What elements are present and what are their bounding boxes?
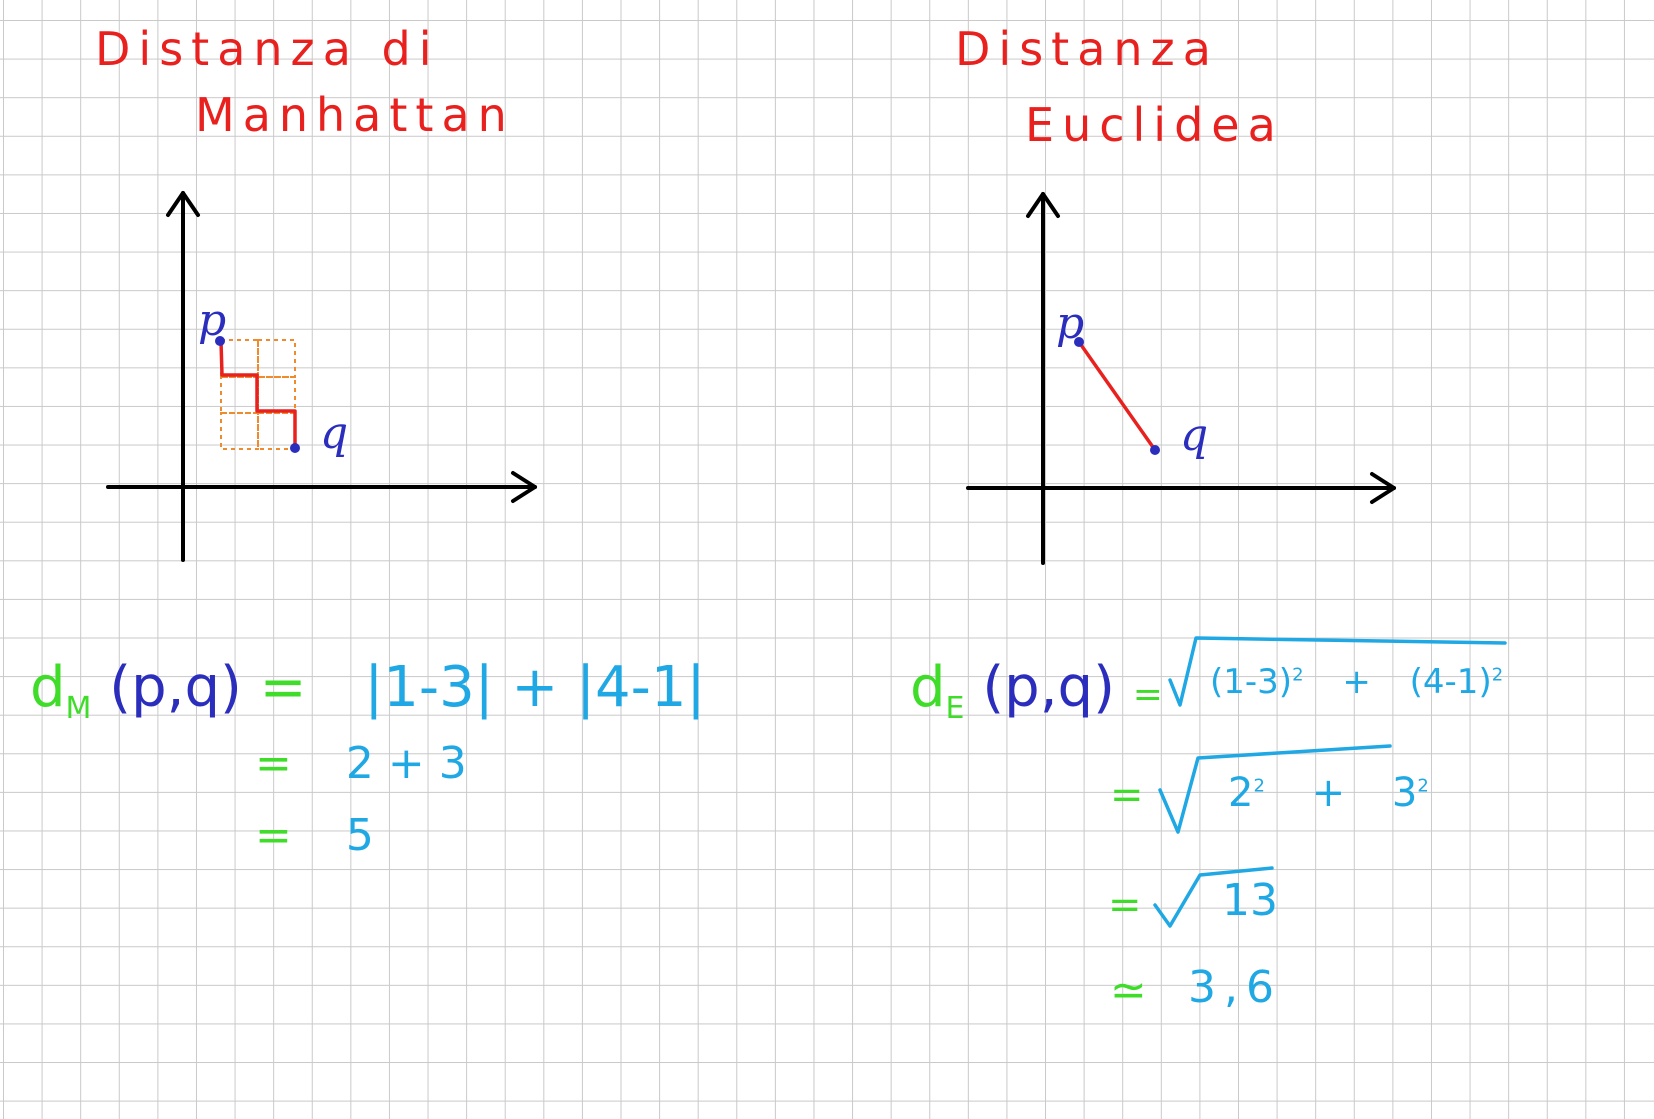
euclidea-lhs-sub: E [945, 691, 965, 727]
manhattan-rhs-3: 5 [345, 810, 374, 861]
manhattan-x-arrow [511, 471, 537, 503]
manhattan-lhs-args: (p,q) [109, 655, 242, 720]
manhattan-eq-3: = [255, 810, 292, 861]
euclidea-rhs-2b: 3 [1391, 770, 1418, 816]
manhattan-rhs-1: |1-3| + |4-1| [364, 655, 706, 720]
manhattan-y-arrow [166, 191, 200, 217]
euclidea-title-line2: Euclidea [1025, 98, 1284, 152]
euclidea-rhs-2: 22 + 32 [1228, 770, 1429, 816]
manhattan-formula-line3: = 5 [255, 810, 374, 861]
euclidea-rhs-1b: (4-1) [1409, 662, 1492, 702]
euclidea-label-p: p [1056, 298, 1085, 349]
euclidea-lhs-args: (p,q) [982, 655, 1115, 720]
manhattan-title-line1: Distanza di [95, 22, 440, 76]
manhattan-path [219, 340, 297, 448]
euclidea-axes [966, 192, 1396, 565]
euclidea-formula-line1: dE (p,q) = [910, 655, 1163, 726]
manhattan-label-q: q [320, 408, 349, 459]
euclidea-eq-1: = [1132, 674, 1163, 715]
manhattan-label-p: p [198, 295, 227, 346]
euclidea-rhs-1a: (1-3) [1210, 662, 1293, 702]
euclidea-lhs-d: d [910, 655, 946, 720]
euclidea-rhs-2b-exp: 2 [1417, 775, 1429, 797]
euclidea-eq-2: = [1110, 772, 1144, 818]
euclidea-eq-4: ≃ [1110, 965, 1147, 1016]
radical-3 [1153, 866, 1274, 928]
manhattan-axes [106, 191, 537, 562]
euclidea-rhs-2-op: + [1311, 770, 1346, 816]
manhattan-point-p [215, 336, 225, 346]
manhattan-lhs-d: d [30, 655, 66, 720]
euclidea-title-line1: Distanza [955, 22, 1219, 76]
euclidea-label-q: q [1180, 410, 1209, 461]
manhattan-formula-line1: dM (p,q) = |1-3| + |4-1| [30, 655, 705, 726]
euclidea-rhs-1-op: + [1342, 662, 1371, 702]
euclidea-rhs-3: 13 [1222, 875, 1278, 926]
euclidea-rhs-1: (1-3)2 + (4-1)2 [1210, 662, 1503, 702]
manhattan-point-q [290, 443, 300, 453]
manhattan-eq-2: = [255, 738, 292, 789]
radical-2 [1158, 744, 1392, 834]
manhattan-eq-1: = [259, 655, 307, 720]
euclidea-eq-3: = [1108, 882, 1142, 928]
euclidea-rhs-4: 3,6 [1188, 962, 1282, 1013]
euclidea-point-p [1074, 337, 1084, 347]
euclidea-point-q [1150, 445, 1160, 455]
euclidea-rhs-1a-exp: 2 [1292, 664, 1304, 686]
manhattan-formula-line2: = 2 + 3 [255, 738, 467, 789]
euclidea-rhs-2a-exp: 2 [1253, 775, 1265, 797]
euclidea-y-arrow [1026, 192, 1060, 218]
euclidea-x-arrow [1370, 472, 1396, 504]
manhattan-title-line2: Manhattan [195, 88, 515, 142]
euclidea-rhs-1b-exp: 2 [1491, 664, 1504, 686]
manhattan-lhs-sub: M [65, 691, 92, 727]
radical-1 [1168, 636, 1507, 707]
euclidea-rhs-2a: 2 [1228, 770, 1254, 816]
euclidea-path [1077, 340, 1157, 452]
manhattan-rhs-2: 2 + 3 [345, 738, 467, 789]
